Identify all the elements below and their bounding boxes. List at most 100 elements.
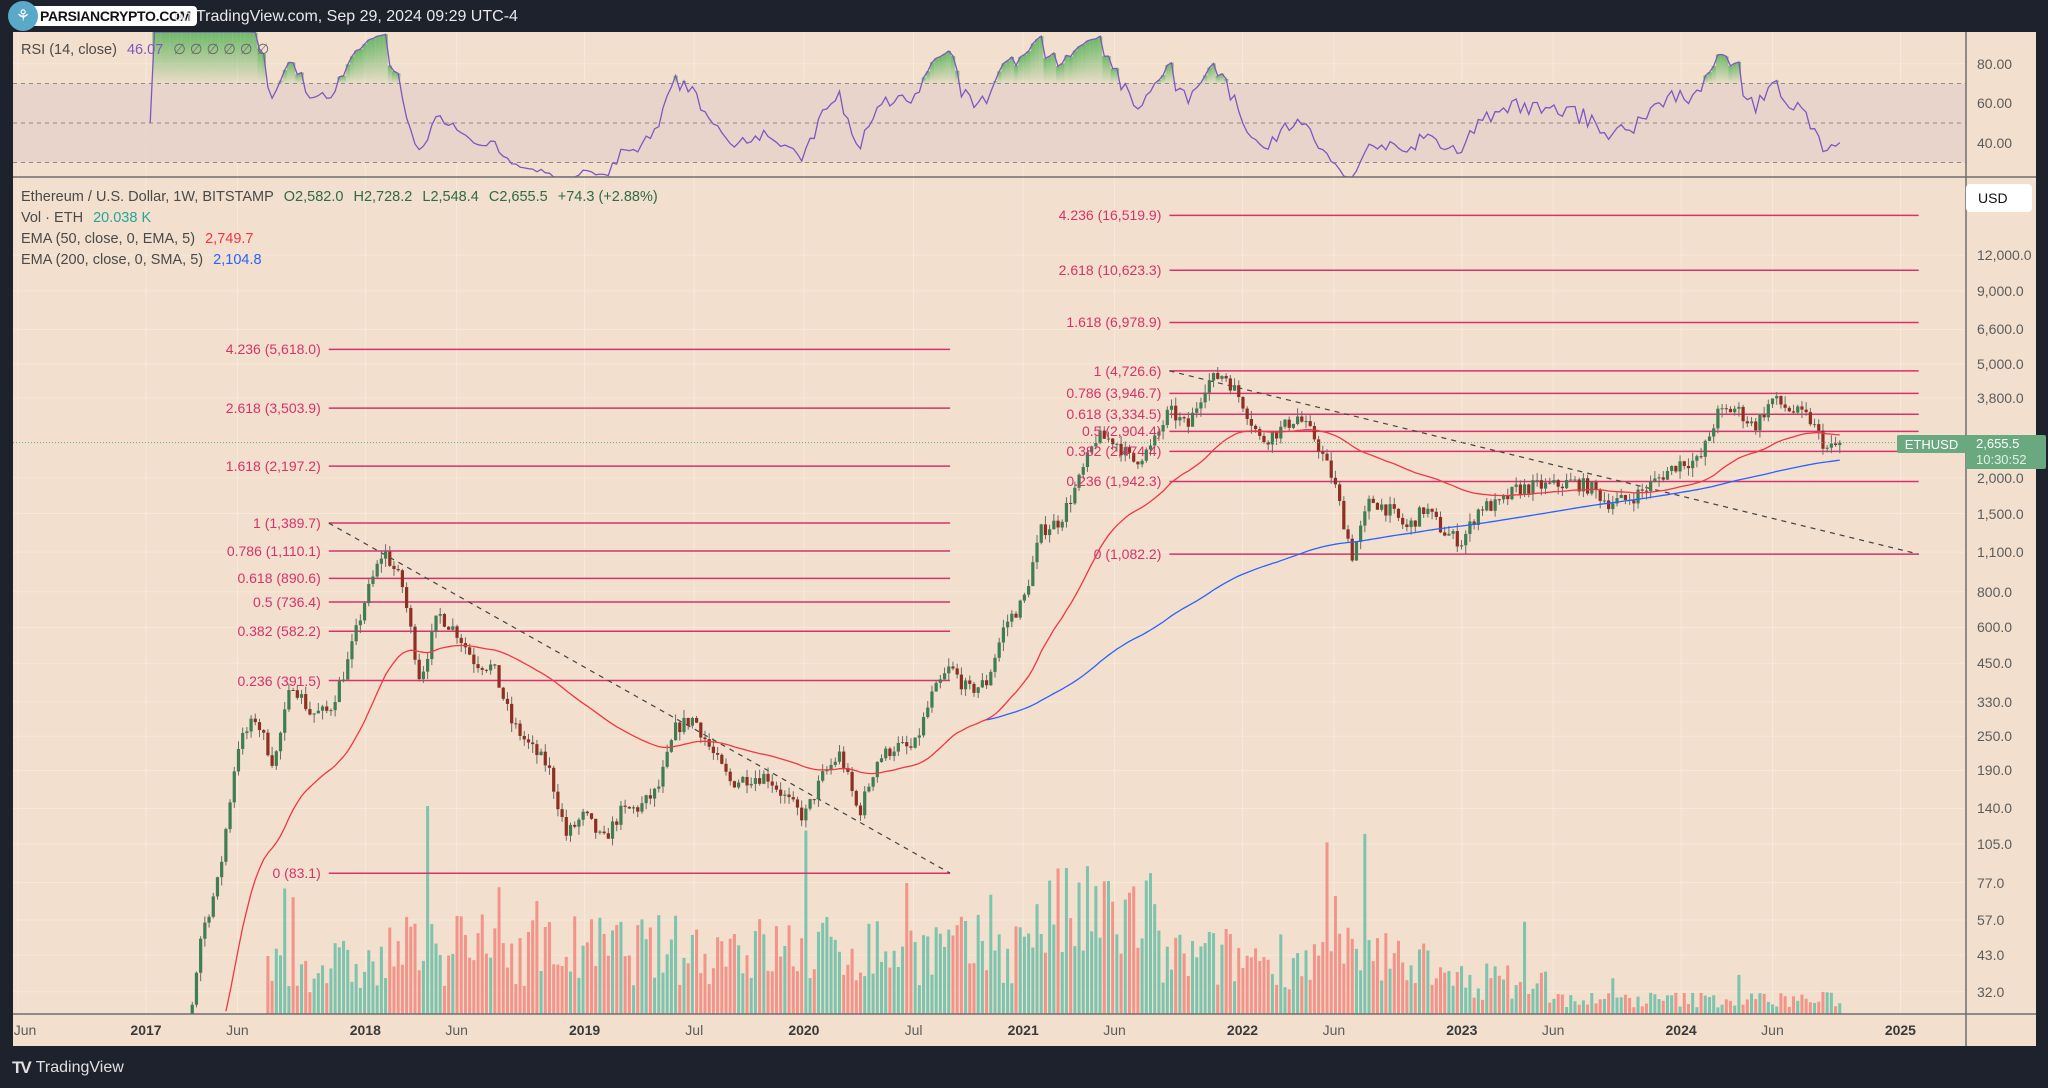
volume-legend[interactable]: Vol · ETH 20.038 K <box>21 210 157 226</box>
candle-body <box>1258 429 1262 436</box>
candle-body <box>1665 470 1670 480</box>
candle-body <box>703 737 707 740</box>
volume-bar <box>1724 999 1728 1014</box>
volume-bar <box>1161 982 1165 1014</box>
candle <box>1749 417 1754 427</box>
candle <box>1232 378 1237 391</box>
volume-bar <box>674 915 678 1014</box>
volume-bar <box>1523 921 1527 1014</box>
candle <box>980 673 984 689</box>
candle <box>577 817 581 835</box>
candle-body <box>1405 524 1409 528</box>
candle <box>640 796 644 814</box>
candle-body <box>1325 453 1329 461</box>
volume-bar <box>1464 987 1468 1014</box>
candle-body <box>636 807 640 812</box>
candle-body <box>610 821 615 839</box>
candle <box>1064 497 1069 528</box>
candle-body <box>879 758 884 762</box>
candle <box>1258 426 1262 440</box>
candle-body <box>1787 407 1791 412</box>
candle <box>606 827 610 839</box>
candle-body <box>1686 465 1691 469</box>
volume-bar <box>737 945 741 1014</box>
volume-bar <box>1354 948 1358 1014</box>
volume-bar <box>1098 937 1102 1014</box>
candle <box>1325 449 1329 461</box>
symbol-price-tag: ETHUSD <box>1897 435 1966 453</box>
candle <box>232 766 236 808</box>
candle-body <box>1350 538 1354 561</box>
candle-body <box>1556 480 1560 487</box>
ema50-legend[interactable]: EMA (50, close, 0, EMA, 5) 2,749.7 <box>21 231 260 247</box>
candle <box>1426 503 1430 518</box>
rsi-overbought-fill <box>1072 50 1078 84</box>
volume-bar <box>1182 953 1186 1014</box>
volume-bar <box>833 939 837 1014</box>
candle-body <box>1472 521 1476 525</box>
volume-bar <box>724 966 728 1014</box>
candle-body <box>1119 443 1123 456</box>
chart-area[interactable] <box>13 32 2036 1046</box>
candle <box>791 791 795 802</box>
candle-body <box>1581 478 1585 492</box>
candle <box>631 805 636 814</box>
candle-body <box>564 817 568 836</box>
volume-bar <box>1186 976 1190 1014</box>
candle-body <box>829 764 833 771</box>
candle <box>522 731 526 746</box>
candle-body <box>589 813 594 819</box>
symbol-legend[interactable]: Ethereum / U.S. Dollar, 1W, BITSTAMP O2,… <box>21 189 664 205</box>
candle <box>1199 397 1203 417</box>
candle-body <box>1300 416 1304 422</box>
candle <box>1123 441 1127 462</box>
candle <box>291 687 295 692</box>
candle-body <box>1577 479 1581 492</box>
volume-bar <box>728 938 732 1014</box>
volume-bar <box>657 915 661 1014</box>
candle <box>501 686 505 701</box>
candle-body <box>421 671 426 680</box>
candle <box>1220 375 1224 382</box>
candle <box>615 818 619 832</box>
candle-body <box>594 818 598 833</box>
volume-bar <box>720 941 724 1014</box>
volume-bar <box>1060 952 1064 1014</box>
currency-selector[interactable]: USD <box>1966 184 2032 212</box>
rsi-overbought-fill <box>1720 54 1725 84</box>
tradingview-logo[interactable]: TV TradingView <box>12 1058 124 1078</box>
candle-body <box>1035 542 1039 563</box>
volume-bar <box>816 931 820 1014</box>
volume-bar <box>678 984 682 1014</box>
volume-bar <box>1212 933 1216 1014</box>
volume-bar <box>716 937 720 1014</box>
candle <box>1817 419 1821 440</box>
candle-body <box>1720 408 1724 410</box>
candle-body <box>560 809 564 818</box>
volume-bar <box>1737 974 1741 1014</box>
rsi-overbought-fill <box>1009 56 1015 84</box>
rsi-legend[interactable]: RSI (14, close) 46.07 ∅ ∅ ∅ ∅ ∅ ∅ <box>21 42 275 58</box>
candle <box>404 582 409 613</box>
volume-bar <box>547 922 551 1014</box>
candle-body <box>1825 447 1829 449</box>
candle-body <box>728 771 732 782</box>
volume-bar <box>497 887 501 1014</box>
candle-body <box>1514 484 1518 487</box>
volume-bar <box>1018 927 1022 1014</box>
candle <box>337 676 341 703</box>
volume-bar <box>577 977 581 1014</box>
candle-body <box>716 753 720 755</box>
ema200-legend[interactable]: EMA (200, close, 0, SMA, 5) 2,104.8 <box>21 252 268 268</box>
volume-bar <box>938 933 942 1014</box>
candle <box>1632 492 1636 512</box>
candle-body <box>1485 501 1489 511</box>
volume-bar <box>501 943 505 1014</box>
candle-body <box>804 808 808 821</box>
candle <box>1270 431 1274 453</box>
candle <box>1796 404 1800 415</box>
candle <box>1628 493 1632 505</box>
volume-bar <box>615 925 619 1014</box>
candle <box>1560 483 1564 497</box>
